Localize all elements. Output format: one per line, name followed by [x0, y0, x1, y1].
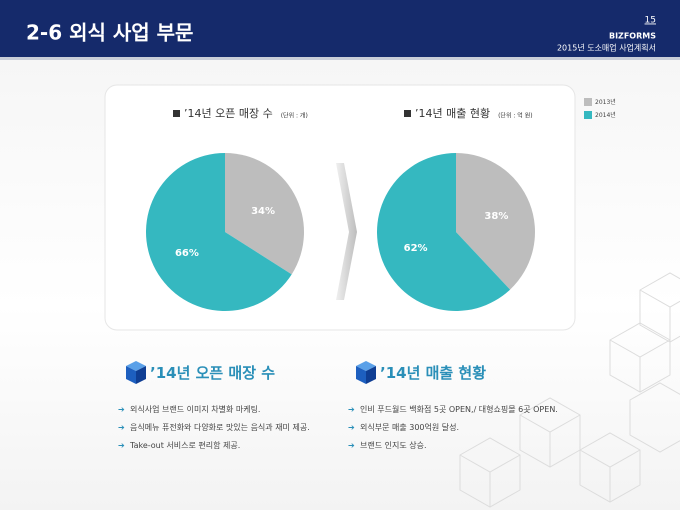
bullet-list: 외식사업 브랜드 이미지 차별화 마케팅.음식메뉴 퓨전화와 다양화로 맛있는 … [118, 401, 358, 454]
bullet: 외식부문 매출 300억원 달성. [348, 419, 583, 436]
pie-slice [146, 153, 292, 312]
bullet: 인비 푸드월드 백화점 5곳 OPEN,/ 대형쇼핑몰 6곳 OPEN. [348, 401, 583, 418]
legend-swatch [584, 111, 592, 119]
bullet: 음식메뉴 퓨전화와 다양화로 맛있는 음식과 재미 제공. [118, 419, 358, 436]
section: ’14년 오픈 매장 수 외식사업 브랜드 이미지 차별화 마케팅.음식메뉴 퓨… [118, 361, 358, 455]
title-marker [404, 110, 411, 117]
chart-unit: (단위 : 개) [281, 112, 308, 120]
legend-label: 2013년 [595, 98, 616, 106]
section: ’14년 매출 현황 인비 푸드월드 백화점 5곳 OPEN,/ 대형쇼핑몰 6… [348, 361, 583, 455]
title-marker [173, 110, 180, 117]
background-cubes [459, 272, 680, 508]
slide-title: 2-6 외식 사업 부문 [26, 21, 193, 45]
cube-icon [356, 361, 376, 384]
slice-label: 62% [404, 243, 428, 254]
cube-icon [126, 361, 146, 384]
header-bar [0, 0, 680, 57]
pie-slice [225, 153, 304, 275]
doc-title: 2015년 도소매업 사업계획서 [557, 43, 656, 53]
bullet: 외식사업 브랜드 이미지 차별화 마케팅. [118, 401, 358, 418]
chart-title: ’14년 매출 현황 [415, 107, 490, 120]
slice-label: 66% [175, 248, 199, 259]
chart-title: ’14년 오픈 매장 수 [184, 107, 273, 120]
bullet: Take-out 서비스로 편리함 제공. [118, 437, 358, 454]
legend-label: 2014년 [595, 111, 616, 119]
slice-label: 38% [484, 211, 508, 222]
section-title: ’14년 매출 현황 [380, 364, 487, 382]
pie-slice [377, 153, 511, 311]
bullet-list: 인비 푸드월드 백화점 5곳 OPEN,/ 대형쇼핑몰 6곳 OPEN.외식부문… [348, 401, 583, 454]
pie-slice [456, 153, 536, 290]
chevron [336, 163, 357, 300]
legend-swatch [584, 98, 592, 106]
section-title: ’14년 오픈 매장 수 [150, 364, 276, 382]
bullet: 브랜드 인지도 상승. [348, 437, 583, 454]
header-rule [0, 57, 680, 60]
slice-label: 34% [251, 206, 275, 217]
page-number: 15 [645, 16, 656, 26]
brand: BIZFORMS [609, 32, 656, 41]
chart-unit: (단위 : 억 원) [498, 112, 533, 120]
